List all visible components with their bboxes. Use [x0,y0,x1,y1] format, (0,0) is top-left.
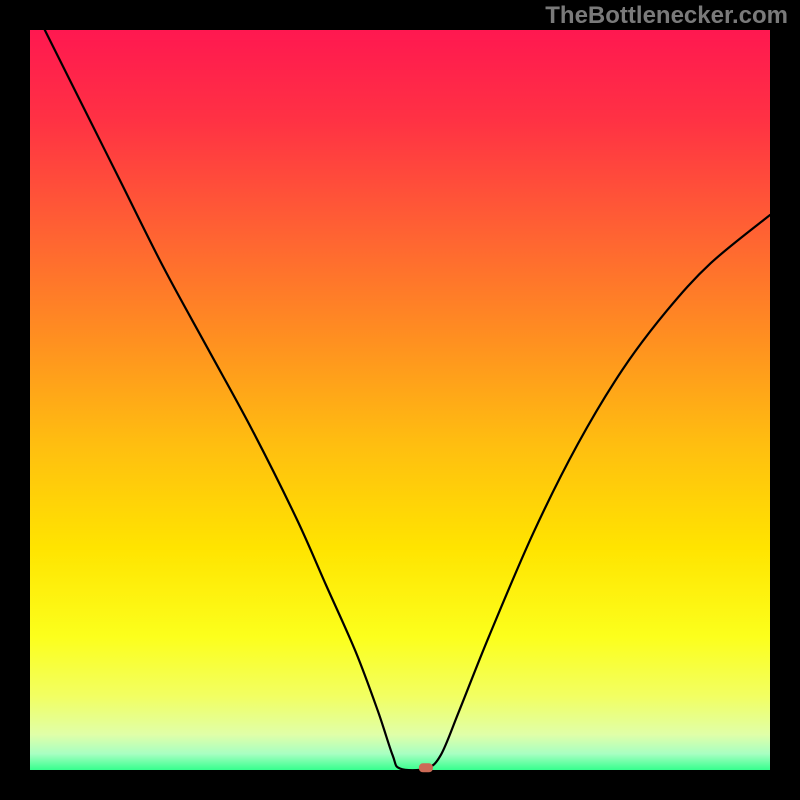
watermark-text: TheBottlenecker.com [545,2,788,30]
chart-svg [0,0,800,800]
bottleneck-marker [419,763,433,772]
bottleneck-curve [45,30,770,770]
